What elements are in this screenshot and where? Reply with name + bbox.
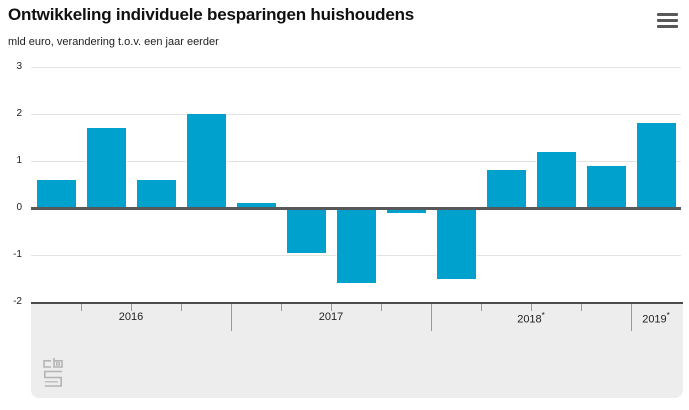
bar-2017-q2[interactable]: [287, 208, 326, 253]
chart-title: Ontwikkeling individuele besparingen hui…: [8, 5, 415, 24]
gridline-2: [31, 114, 681, 115]
provisional-mark: *: [541, 311, 545, 320]
gridline-3: [31, 67, 681, 68]
x-axis-band: [31, 302, 683, 398]
quarter-tick: [181, 304, 182, 311]
y-axis-label-1: 1: [16, 155, 22, 166]
bar-2016-q3[interactable]: [137, 179, 176, 208]
y-axis-label--1: -1: [13, 249, 22, 260]
year-separator: [431, 304, 432, 331]
year-text: 2019: [642, 313, 667, 326]
bar-2017-q3[interactable]: [337, 208, 376, 284]
y-axis-label-0: 0: [16, 202, 22, 213]
bar-2018-q3[interactable]: [537, 151, 576, 208]
quarter-tick: [131, 304, 132, 311]
quarter-tick: [581, 304, 582, 311]
year-text: 2017: [318, 311, 344, 323]
year-label-2018: 2018*: [517, 311, 545, 326]
bar-2017-q4[interactable]: [387, 208, 426, 213]
quarter-tick: [331, 304, 332, 311]
provisional-mark: *: [666, 311, 670, 320]
hamburger-menu-icon[interactable]: [657, 13, 678, 28]
year-label-2017: 2017: [319, 311, 343, 323]
y-axis-label-2: 2: [16, 108, 22, 119]
year-label-2019: 2019*: [642, 311, 670, 326]
bar-2019-q1[interactable]: [637, 123, 676, 208]
year-separator: [231, 304, 232, 331]
y-axis-label-3: 3: [16, 61, 22, 72]
y-axis-label--2: -2: [13, 296, 22, 307]
bar-2018-q4[interactable]: [587, 165, 626, 208]
quarter-tick: [281, 304, 282, 311]
bar-2016-q2[interactable]: [87, 128, 126, 208]
zero-axis-line: [31, 206, 681, 210]
bar-2017-q1[interactable]: [237, 203, 276, 208]
quarter-tick: [531, 304, 532, 311]
bar-2018-q1[interactable]: [437, 208, 476, 279]
chart-subtitle: mld euro, verandering t.o.v. een jaar ee…: [8, 36, 219, 48]
year-label-2016: 2016: [119, 311, 143, 323]
bar-2016-q1[interactable]: [37, 179, 76, 208]
bar-2016-q4[interactable]: [187, 114, 226, 208]
bar-2018-q2[interactable]: [487, 170, 526, 208]
year-text: 2016: [118, 311, 144, 323]
quarter-tick: [481, 304, 482, 311]
quarter-tick: [81, 304, 82, 311]
cbs-logo: [43, 358, 63, 387]
gridline-1: [31, 161, 681, 162]
quarter-tick: [381, 304, 382, 311]
year-separator: [631, 304, 632, 331]
year-text: 2018: [517, 313, 542, 326]
